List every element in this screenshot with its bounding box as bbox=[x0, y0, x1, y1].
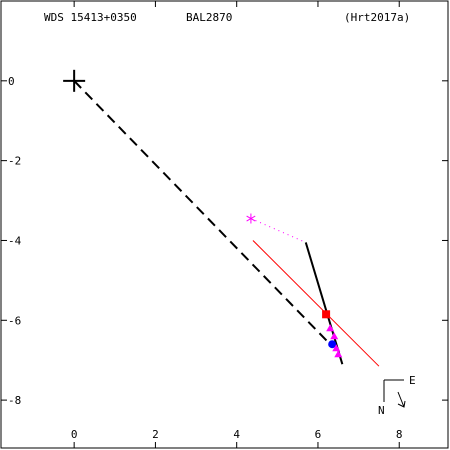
outlier-point bbox=[246, 215, 256, 222]
observation-triangle bbox=[326, 324, 335, 332]
compass-east-label: E bbox=[409, 374, 416, 387]
reference-label: (Hrt2017a) bbox=[344, 11, 410, 24]
predicted-path bbox=[304, 242, 344, 365]
x-tick-label: 8 bbox=[396, 428, 403, 441]
observation-triangle bbox=[330, 332, 339, 340]
x-tick-label: 0 bbox=[71, 428, 78, 441]
y-tick-label: 0 bbox=[8, 75, 15, 88]
observation-square bbox=[322, 310, 331, 319]
discoverer-label: BAL2870 bbox=[186, 11, 232, 24]
y-tick-label: -4 bbox=[8, 234, 22, 247]
y-tick-label: -8 bbox=[8, 394, 21, 407]
x-tick-label: 2 bbox=[152, 428, 159, 441]
wds-id-label: WDS 15413+0350 bbox=[44, 11, 137, 24]
compass-north-label: N bbox=[378, 404, 385, 417]
y-tick-label: -6 bbox=[8, 314, 21, 327]
x-tick-label: 4 bbox=[233, 428, 240, 441]
motion-arrow-icon bbox=[397, 391, 406, 408]
compass: E N bbox=[378, 374, 416, 417]
observation-triangle bbox=[334, 350, 343, 358]
observation-circle bbox=[328, 340, 337, 349]
observation-triangle bbox=[332, 344, 341, 352]
x-tick-label: 6 bbox=[315, 428, 322, 441]
y-tick-label: -2 bbox=[8, 155, 21, 168]
primary-companion-line bbox=[73, 80, 331, 345]
fit-line bbox=[252, 240, 380, 367]
